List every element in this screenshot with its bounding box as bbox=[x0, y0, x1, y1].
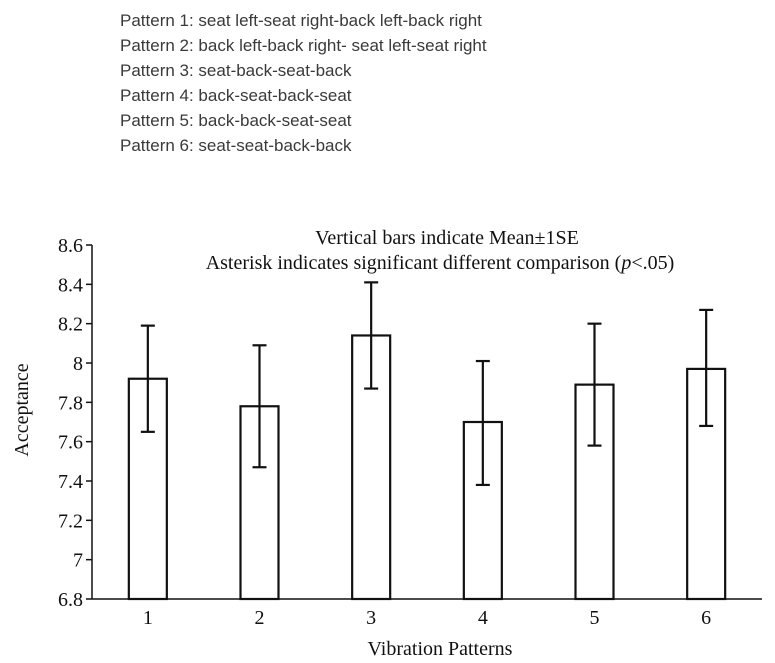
legend-item-pattern-6: Pattern 6: seat-seat-back-back bbox=[120, 136, 352, 155]
y-tick-label-2: 7.2 bbox=[58, 510, 83, 532]
x-tick-label-6: 6 bbox=[701, 607, 711, 629]
bar-series bbox=[127, 281, 727, 601]
legend-item-pattern-4: Pattern 4: back-seat-back-seat bbox=[120, 86, 352, 105]
y-tick-label-7: 8.2 bbox=[58, 314, 83, 336]
y-tick-label-5: 7.8 bbox=[58, 392, 83, 414]
x-tick-label-5: 5 bbox=[590, 607, 600, 629]
chart-subtitle-italic: p bbox=[619, 252, 631, 274]
legend-item-pattern-3: Pattern 3: seat-back-seat-back bbox=[120, 61, 352, 80]
y-tick-label-8: 8.4 bbox=[58, 274, 83, 296]
chart-subtitle: Asterisk indicates significant different… bbox=[206, 252, 675, 274]
y-tick-label-6: 8 bbox=[73, 353, 83, 375]
legend-item-pattern-5: Pattern 5: back-back-seat-seat bbox=[120, 111, 352, 130]
x-tick-label-3: 3 bbox=[366, 607, 376, 629]
y-tick-label-1: 7 bbox=[73, 550, 83, 572]
y-tick-label-4: 7.6 bbox=[58, 432, 83, 454]
pattern-legend: Pattern 1: seat left-seat right-back lef… bbox=[120, 8, 720, 158]
chart-title: Vertical bars indicate Mean±1SE bbox=[315, 227, 579, 249]
legend-item-pattern-2: Pattern 2: back left-back right- seat le… bbox=[120, 36, 487, 55]
y-axis-label: Acceptance bbox=[11, 363, 33, 456]
chart-subtitle-prefix: Asterisk indicates significant different… bbox=[206, 252, 622, 274]
legend-item-pattern-1: Pattern 1: seat left-seat right-back lef… bbox=[120, 11, 482, 30]
y-tick-label-0: 6.8 bbox=[58, 589, 83, 611]
x-axis-ticks: 1 2 3 4 5 6 bbox=[143, 607, 711, 629]
x-tick-label-4: 4 bbox=[478, 607, 488, 629]
x-tick-label-2: 2 bbox=[255, 607, 265, 629]
x-tick-label-1: 1 bbox=[143, 607, 153, 629]
x-axis-label: Vibration Patterns bbox=[368, 638, 513, 660]
chart-subtitle-suffix: <.05) bbox=[631, 252, 674, 274]
y-axis-ticks: 6.8 7 7.2 7.4 7.6 7.8 8 8.2 8.4 8.6 bbox=[58, 235, 92, 611]
y-tick-label-9: 8.6 bbox=[58, 235, 83, 257]
y-tick-label-3: 7.4 bbox=[58, 471, 83, 493]
